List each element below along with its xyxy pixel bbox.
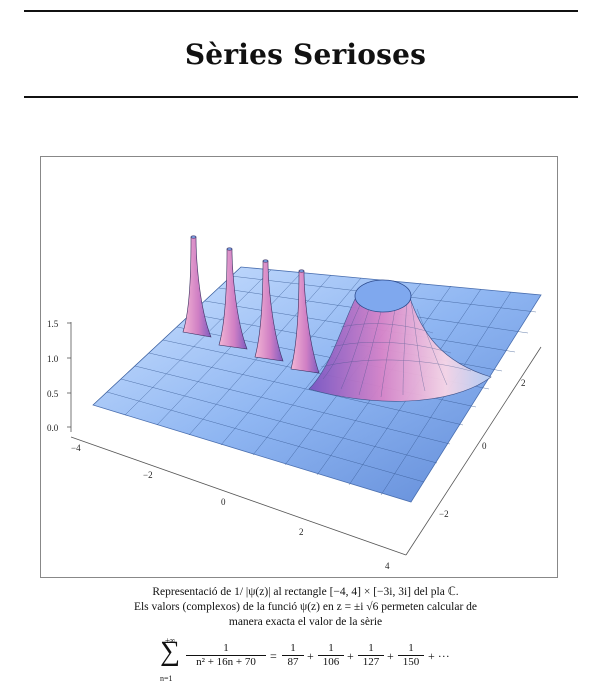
tick-left-2: 1.0 — [47, 354, 59, 364]
sum-symbol: ∑ — [160, 636, 180, 667]
term-4: 1 150 — [398, 642, 424, 669]
tick-left-1: 1.5 — [47, 319, 59, 329]
sum-upper-limit: +∞ — [165, 636, 176, 645]
tick-front-3: 0 — [221, 497, 226, 507]
surface-plot-svg: 1.5 1.0 0.5 0.0 −4 −2 0 2 4 2 0 −2 — [47, 235, 542, 571]
tick-right-2: 0 — [482, 441, 487, 451]
figure-caption-line-3: manera exacta el valor de la sèrie — [228, 616, 383, 628]
term-2-denominator: 106 — [322, 656, 340, 668]
general-term-denominator: n² + 16n + 70 — [196, 656, 256, 668]
sum-lower-limit: n=1 — [160, 674, 173, 683]
tick-right-3: −2 — [439, 509, 449, 519]
tick-right-1: 2 — [521, 378, 526, 388]
surface-mountain — [308, 294, 492, 402]
tick-left-4: 0.0 — [47, 423, 59, 433]
term-3-denominator: 127 — [362, 656, 380, 668]
plus-sign-1: + — [307, 649, 314, 663]
series-formula: +∞ ∑ n=1 1 n² + 16n + 70 = 1 87 + 1 106 … — [0, 636, 611, 686]
tick-front-2: −2 — [143, 470, 153, 480]
equals-sign: = — [270, 649, 277, 663]
figure-caption-line-1: Representació de 1/ |ψ(z)| al rectangle … — [152, 586, 459, 598]
tick-left-3: 0.5 — [47, 389, 59, 399]
term-4-numerator: 1 — [398, 642, 424, 656]
term-1: 1 87 — [282, 642, 304, 669]
term-2-numerator: 1 — [318, 642, 344, 656]
tick-front-1: −4 — [71, 443, 81, 453]
term-1-denominator: 87 — [287, 656, 299, 668]
axes — [70, 322, 542, 556]
term-2: 1 106 — [318, 642, 344, 669]
term-3-numerator: 1 — [358, 642, 384, 656]
tick-front-4: 2 — [299, 527, 304, 537]
mountain-cap — [354, 279, 412, 313]
tick-front-5: 4 — [385, 561, 390, 571]
general-term-numerator: 1 — [186, 642, 266, 656]
term-3: 1 127 — [358, 642, 384, 669]
term-1-numerator: 1 — [282, 642, 304, 656]
term-4-denominator: 150 — [402, 656, 420, 668]
plus-sign-3: + — [387, 649, 394, 663]
surface-plot-figure: 1.5 1.0 0.5 0.0 −4 −2 0 2 4 2 0 −2 — [40, 156, 558, 578]
surface-peaks — [182, 235, 320, 374]
plus-sign-2: + — [347, 649, 354, 663]
figure-caption-line-2: Els valors (complexos) de la funció ψ(z)… — [133, 601, 478, 613]
series-tail: + ··· — [428, 649, 450, 663]
bottom-rule — [24, 96, 578, 98]
top-rule — [24, 10, 578, 12]
page-title: Sèries Serioses — [184, 38, 427, 71]
general-term: 1 n² + 16n + 70 — [186, 642, 266, 669]
